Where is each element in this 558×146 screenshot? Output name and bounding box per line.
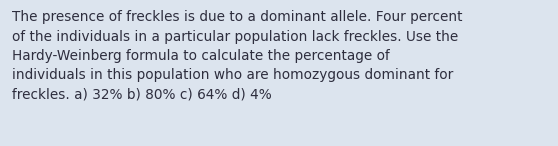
Text: The presence of freckles is due to a dominant allele. Four percent
of the indivi: The presence of freckles is due to a dom… [12,10,463,102]
